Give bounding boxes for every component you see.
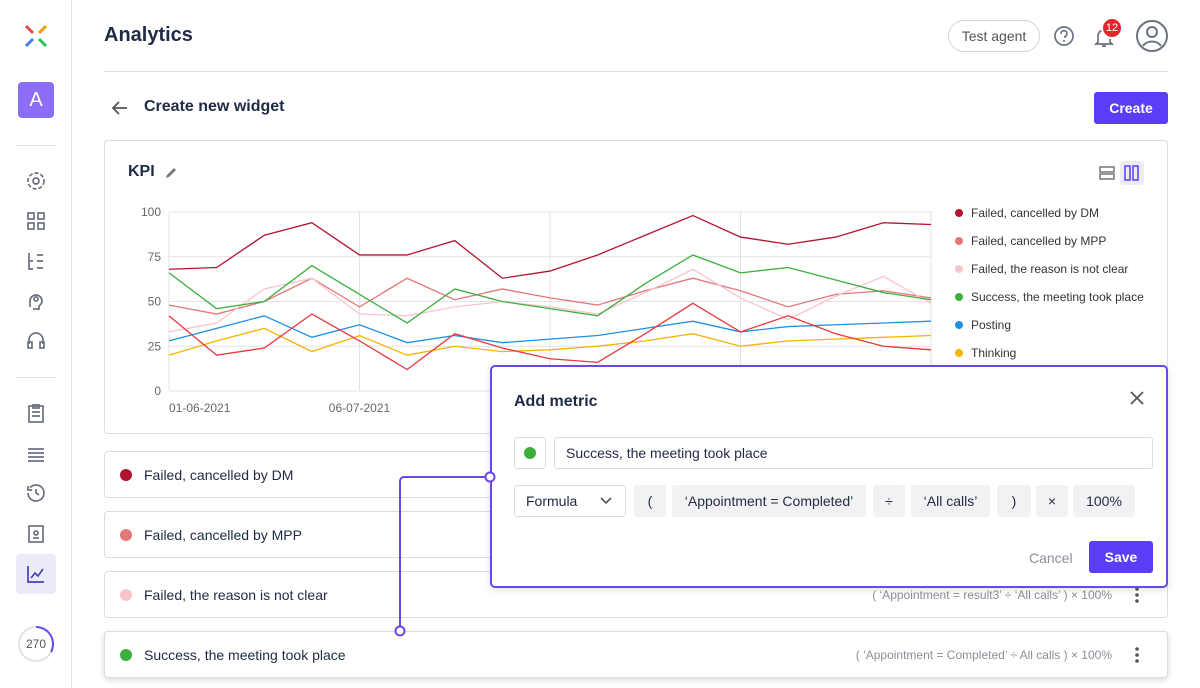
list-icon[interactable] (24, 441, 48, 465)
back-arrow[interactable] (110, 98, 130, 118)
divider (16, 377, 56, 378)
legend-swatch (955, 293, 963, 301)
metric-dot (120, 649, 132, 661)
settings-icon[interactable] (24, 169, 48, 193)
modal-title: Add metric (514, 393, 598, 410)
series-line (168, 327, 932, 356)
series-line (168, 268, 932, 333)
connector (394, 471, 496, 637)
y-tick-label: 0 (154, 384, 161, 398)
report-icon[interactable] (24, 521, 48, 545)
formula-token[interactable]: ) (997, 485, 1031, 517)
counter: 270 (25, 637, 47, 651)
series-line (168, 315, 932, 344)
metric-name: Success, the meeting took place (144, 647, 346, 663)
notification-badge: 12 (1101, 17, 1123, 39)
analytics-icon[interactable] (24, 562, 48, 586)
formula-token[interactable]: 100% (1073, 485, 1135, 517)
add-metric-modal: Add metric Success, the meeting took pla… (490, 365, 1168, 588)
metric-name: Failed, cancelled by MPP (144, 527, 302, 543)
legend-swatch (955, 349, 963, 357)
legend-swatch (955, 321, 963, 329)
save-button[interactable]: Save (1089, 541, 1153, 573)
legend-swatch (955, 237, 963, 245)
color-swatch (524, 447, 536, 459)
kebab-menu[interactable] (1135, 646, 1139, 664)
mode-value: Formula (526, 493, 578, 509)
metric-formula: ( ‘Appointment = result3’ ÷ ‘All calls’ … (872, 588, 1112, 602)
metric-dot (120, 469, 132, 481)
agent-pill[interactable]: Test agent (948, 20, 1040, 52)
legend-label: Thinking (971, 346, 1016, 360)
y-tick-label: 25 (148, 339, 162, 353)
x-tick-label: 06-07-2021 (329, 401, 391, 415)
grid-icon[interactable] (24, 209, 48, 233)
formula-token[interactable]: ‘All calls’ (911, 485, 990, 517)
y-tick-label: 75 (148, 250, 162, 264)
legend-label: Success, the meeting took place (971, 290, 1144, 304)
formula-token[interactable]: × (1036, 485, 1068, 517)
y-tick-label: 100 (141, 205, 161, 219)
legend-label: Failed, the reason is not clear (971, 262, 1128, 276)
metric-formula: ( ‘Appointment = Completed’ ÷ All calls … (855, 648, 1112, 662)
headset-icon[interactable] (24, 328, 48, 352)
header-divider (104, 71, 1168, 72)
widget-title: KPI (128, 163, 155, 180)
metric-name: Failed, the reason is not clear (144, 587, 328, 603)
y-tick-label: 50 (148, 295, 162, 309)
color-picker[interactable] (514, 437, 546, 469)
series-line (168, 302, 932, 371)
create-button[interactable]: Create (1094, 92, 1168, 124)
legend-label: Failed, cancelled by DM (971, 206, 1099, 220)
kebab-menu[interactable] (1135, 586, 1139, 604)
series-line (168, 254, 932, 324)
series-line (168, 277, 932, 315)
x-tick-label: 01-06-2021 (169, 401, 231, 415)
legend-label: Posting (971, 318, 1011, 332)
metric-dot (120, 589, 132, 601)
clipboard-icon[interactable] (24, 401, 48, 425)
formula-token[interactable]: ‘Appointment = Completed’ (672, 485, 866, 517)
tree-icon[interactable] (24, 249, 48, 273)
formula-token[interactable]: ( (634, 485, 666, 517)
counter-ring (18, 626, 54, 662)
metric-dot (120, 529, 132, 541)
rows-layout[interactable] (1098, 164, 1116, 182)
workspace[interactable]: A (18, 82, 54, 118)
history-icon[interactable] (24, 481, 48, 505)
metric-name: Failed, cancelled by DM (144, 467, 294, 483)
divider (16, 145, 56, 146)
sidebar: A 270 (0, 0, 72, 688)
help-icon[interactable] (1053, 25, 1075, 47)
page-title: Create new widget (144, 98, 285, 115)
legend-label: Failed, cancelled by MPP (971, 234, 1106, 248)
mode-select[interactable]: Formula (514, 485, 626, 517)
edit-icon[interactable] (164, 166, 178, 180)
close-button[interactable] (1128, 389, 1146, 407)
name-input[interactable]: Success, the meeting took place (554, 437, 1153, 469)
legend-swatch (955, 209, 963, 217)
formula-token[interactable]: ÷ (873, 485, 905, 517)
header-title: Analytics (104, 24, 193, 46)
user-avatar[interactable] (1135, 19, 1169, 53)
columns-layout[interactable] (1120, 161, 1144, 185)
brain-icon[interactable] (24, 289, 48, 313)
legend-swatch (955, 265, 963, 273)
logo (24, 24, 48, 48)
series-line (168, 214, 932, 279)
cancel-button[interactable]: Cancel (1029, 550, 1073, 566)
metric-row[interactable]: Success, the meeting took place ( ‘Appoin… (104, 631, 1168, 678)
